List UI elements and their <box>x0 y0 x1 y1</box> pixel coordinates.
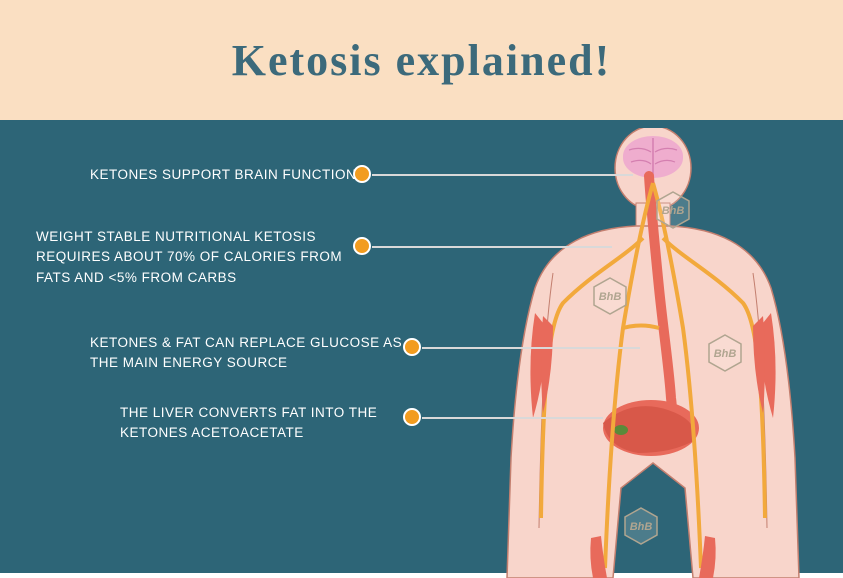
callout-connector-line <box>422 417 603 419</box>
callout-text: KETONES & FAT CAN REPLACE GLUCOSE AS THE… <box>90 333 410 374</box>
svg-text:BhB: BhB <box>714 348 737 360</box>
callout-bullet-icon <box>403 338 421 356</box>
svg-text:BhB: BhB <box>599 291 622 303</box>
svg-text:BhB: BhB <box>630 521 653 533</box>
callout-bullet-icon <box>353 165 371 183</box>
callout-bullet-icon <box>353 237 371 255</box>
callout-connector-line <box>372 174 633 176</box>
callout-connector-line <box>422 347 640 349</box>
svg-text:BhB: BhB <box>662 205 685 217</box>
brain-icon <box>623 136 683 178</box>
callout-bullet-icon <box>403 408 421 426</box>
callout-connector-line <box>372 246 612 248</box>
callout-text: THE LIVER CONVERTS FAT INTO THE KETONES … <box>120 403 400 444</box>
liver-icon <box>603 400 699 456</box>
main-panel: BhB BhB BhB BhB KETONES SUPPORT BRAIN FU… <box>0 120 843 573</box>
gallbladder-icon <box>614 425 628 435</box>
human-body-figure: BhB BhB BhB BhB <box>473 128 833 578</box>
callout-text: WEIGHT STABLE NUTRITIONAL KETOSIS REQUIR… <box>36 227 356 288</box>
callout-text: KETONES SUPPORT BRAIN FUNCTION <box>90 165 370 185</box>
header-banner: Ketosis explained! <box>0 0 843 120</box>
molecule-icon: BhB <box>625 508 657 544</box>
page-title: Ketosis explained! <box>232 35 611 86</box>
